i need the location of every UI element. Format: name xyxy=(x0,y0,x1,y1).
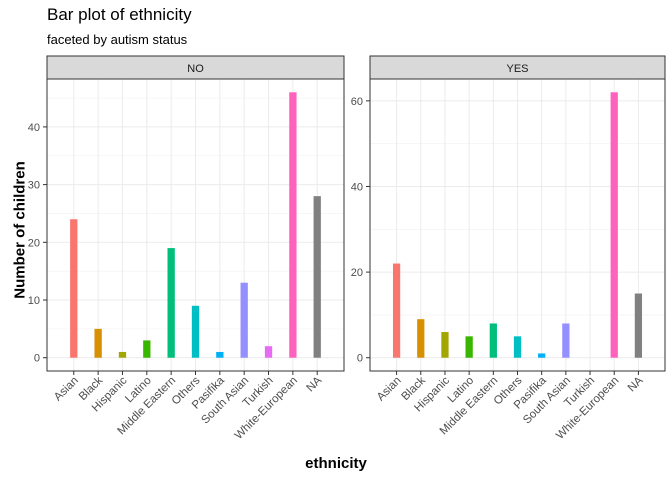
x-tick-label: NA xyxy=(305,374,325,394)
chart-title: Bar plot of ethnicity xyxy=(47,5,192,24)
bar xyxy=(610,92,618,358)
y-tick-label: 20 xyxy=(351,267,363,279)
bar xyxy=(465,336,473,358)
facet-label: NO xyxy=(187,63,204,75)
bar xyxy=(167,248,175,358)
bar xyxy=(94,328,102,358)
y-tick-label: 0 xyxy=(34,353,40,365)
y-tick-label: 40 xyxy=(351,181,363,193)
x-tick-label: Asian xyxy=(52,375,81,404)
bar xyxy=(216,351,224,358)
bar xyxy=(562,323,570,358)
facet-label: YES xyxy=(506,63,528,75)
x-tick-label: Asian xyxy=(375,375,404,404)
y-tick-label: 40 xyxy=(28,122,40,134)
bar xyxy=(289,92,297,358)
bar xyxy=(513,336,522,358)
bar xyxy=(70,219,78,358)
x-axis-label: ethnicity xyxy=(305,455,367,472)
bar xyxy=(118,351,127,358)
bar xyxy=(264,346,273,358)
chart-subtitle: faceted by autism status xyxy=(47,32,188,47)
y-tick-label: 30 xyxy=(28,180,40,192)
bar xyxy=(240,282,248,358)
bar xyxy=(392,263,401,358)
bar xyxy=(538,353,546,358)
y-tick-label: 60 xyxy=(351,96,363,108)
x-tick-label: NA xyxy=(626,374,646,394)
bar xyxy=(143,340,151,358)
y-tick-label: 10 xyxy=(28,295,40,307)
y-tick-label: 0 xyxy=(357,353,363,365)
bar xyxy=(634,293,643,358)
bar xyxy=(417,319,425,358)
bar xyxy=(489,323,497,358)
bar xyxy=(313,196,321,358)
bar xyxy=(191,305,200,358)
y-tick-label: 20 xyxy=(28,237,40,249)
bar xyxy=(441,332,449,358)
